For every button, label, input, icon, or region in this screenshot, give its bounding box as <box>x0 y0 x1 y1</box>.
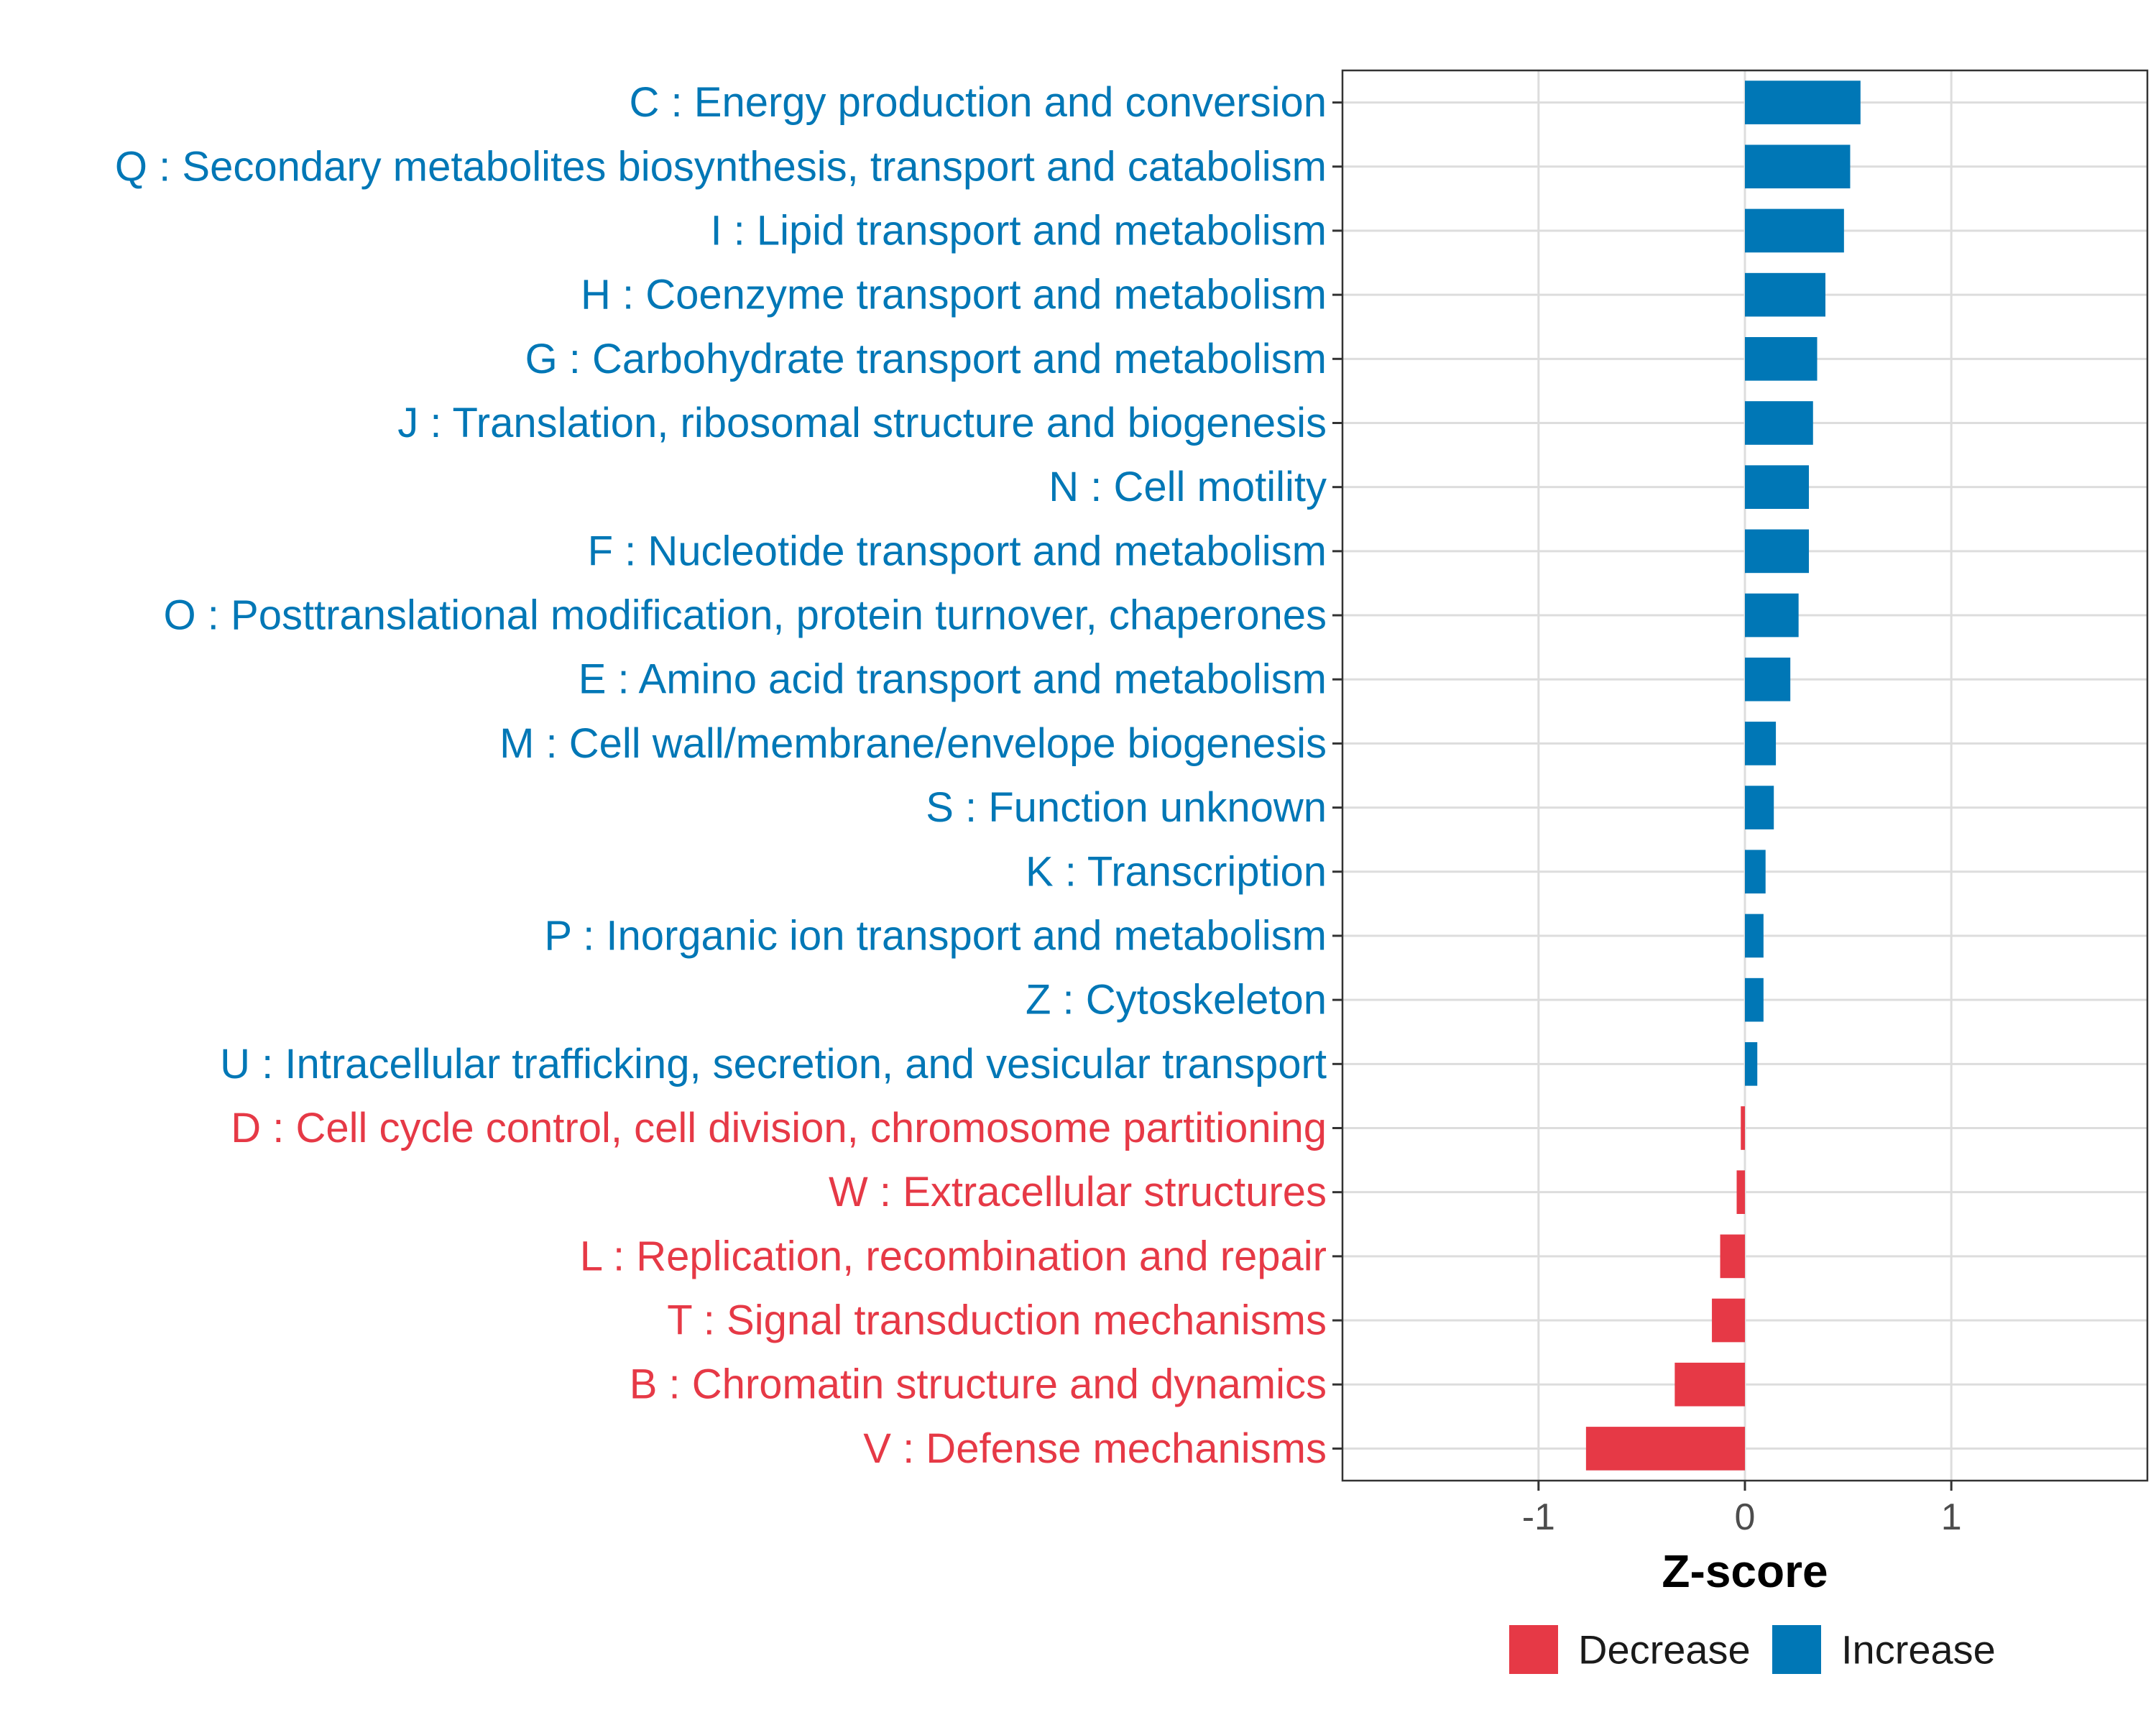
category-label: S : Function unknown <box>926 784 1327 831</box>
legend-label: Decrease <box>1578 1627 1751 1673</box>
bar <box>1745 850 1766 894</box>
category-label: D : Cell cycle control, cell division, c… <box>231 1105 1327 1151</box>
x-tick-label: -1 <box>1522 1496 1555 1538</box>
x-tick-label: 0 <box>1735 1496 1756 1538</box>
bar <box>1720 1234 1745 1279</box>
bar <box>1745 272 1825 317</box>
bar <box>1745 1041 1758 1086</box>
bar <box>1745 336 1818 381</box>
y-axis-ticks: C : Energy production and conversion Q : … <box>115 79 1342 1472</box>
bar <box>1745 722 1777 765</box>
category-label: V : Defense mechanisms <box>863 1425 1327 1472</box>
category-label: O : Posttranslational modification, prot… <box>164 592 1327 639</box>
category-label: L : Replication, recombination and repai… <box>580 1233 1327 1279</box>
category-label: H : Coenzyme transport and metabolism <box>581 272 1327 318</box>
bar <box>1745 914 1764 958</box>
bar <box>1745 401 1813 445</box>
category-label: T : Signal transduction mechanisms <box>667 1297 1327 1344</box>
category-label: F : Nucleotide transport and metabolism <box>588 528 1327 574</box>
legend-key <box>1509 1625 1558 1674</box>
bar <box>1745 786 1774 829</box>
legend: Decrease Increase <box>1509 1625 1996 1674</box>
bar <box>1736 1170 1745 1215</box>
category-label: K : Transcription <box>1026 848 1327 895</box>
bars <box>1585 80 1861 1471</box>
category-label: B : Chromatin structure and dynamics <box>630 1361 1327 1408</box>
bar <box>1745 593 1799 638</box>
category-label: C : Energy production and conversion <box>630 79 1327 126</box>
x-axis-ticks: -1 0 1 <box>1522 1481 1962 1538</box>
bar <box>1745 657 1791 702</box>
category-label: Z : Cytoskeleton <box>1026 977 1327 1024</box>
category-label: J : Translation, ribosomal structure and… <box>397 400 1327 446</box>
bar <box>1745 80 1861 124</box>
category-label: N : Cell motility <box>1049 464 1327 510</box>
bar <box>1745 529 1810 574</box>
category-label: P : Inorganic ion transport and metaboli… <box>544 912 1327 959</box>
category-label: U : Intracellular trafficking, secretion… <box>220 1041 1327 1087</box>
bar <box>1745 465 1810 510</box>
legend-key <box>1772 1625 1821 1674</box>
category-label: Q : Secondary metabolites biosynthesis, … <box>115 143 1327 190</box>
bar <box>1585 1427 1745 1471</box>
category-label: E : Amino acid transport and metabolism <box>579 656 1327 703</box>
x-axis-title: Z-score <box>1662 1545 1828 1597</box>
legend-label: Increase <box>1841 1627 1996 1673</box>
bar <box>1745 978 1764 1022</box>
x-tick-label: 1 <box>1941 1496 1962 1538</box>
bar <box>1745 208 1844 253</box>
bar <box>1741 1106 1745 1150</box>
category-label: G : Carbohydrate transport and metabolis… <box>525 336 1327 382</box>
bar <box>1674 1362 1745 1407</box>
bar <box>1745 144 1851 189</box>
bar <box>1712 1298 1745 1343</box>
category-label: W : Extracellular structures <box>829 1169 1327 1215</box>
category-label: I : Lipid transport and metabolism <box>710 207 1327 254</box>
category-label: M : Cell wall/membrane/envelope biogenes… <box>499 720 1327 767</box>
